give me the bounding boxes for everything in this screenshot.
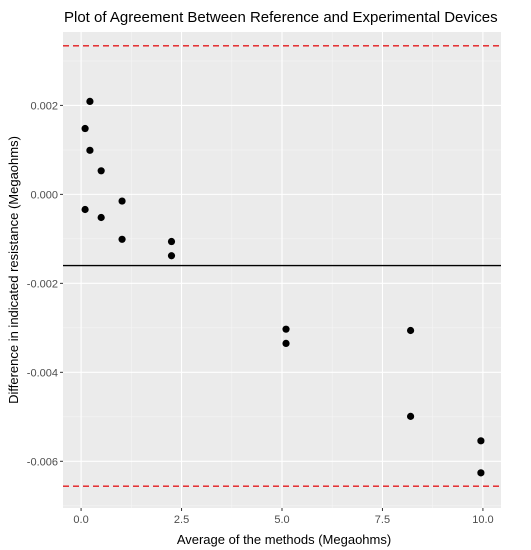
data-point [477, 437, 485, 445]
data-point [118, 197, 126, 205]
data-point [97, 213, 105, 222]
x-axis-ticks: 0.0 2.5 5.0 7.5 10.0 [73, 508, 494, 526]
y-axis-title: Difference in indicated resistance (Mega… [6, 136, 21, 404]
x-tick-label: 5.0 [274, 514, 289, 526]
data-point [86, 97, 94, 105]
data-point [81, 205, 89, 214]
y-tick-label: -0.004 [27, 367, 58, 379]
y-tick-label: 0.000 [30, 189, 58, 201]
data-point [477, 469, 485, 477]
chart-title: Plot of Agreement Between Reference and … [64, 9, 498, 26]
data-point [118, 235, 126, 243]
y-tick-label: -0.006 [27, 456, 58, 468]
y-tick-label: -0.002 [27, 278, 58, 290]
data-point [167, 252, 176, 260]
x-tick-label: 2.5 [174, 514, 189, 526]
reference-lines [63, 45, 501, 487]
data-points [81, 97, 485, 477]
data-point [97, 167, 105, 175]
x-tick-label: 7.5 [375, 514, 390, 526]
data-point [282, 339, 290, 348]
data-point [167, 237, 176, 246]
grid-major [63, 32, 501, 508]
data-point [406, 326, 415, 335]
data-point [406, 412, 415, 420]
x-axis-title: Average of the methods (Megaohms) [177, 532, 391, 547]
x-tick-label: 0.0 [73, 514, 88, 526]
data-point [86, 146, 94, 154]
x-tick-label: 10.0 [472, 514, 493, 526]
data-point [81, 124, 89, 133]
y-tick-label: 0.002 [30, 100, 58, 112]
data-point [282, 325, 290, 333]
y-axis-ticks: -0.006 -0.004 -0.002 0.000 0.002 [27, 100, 63, 468]
